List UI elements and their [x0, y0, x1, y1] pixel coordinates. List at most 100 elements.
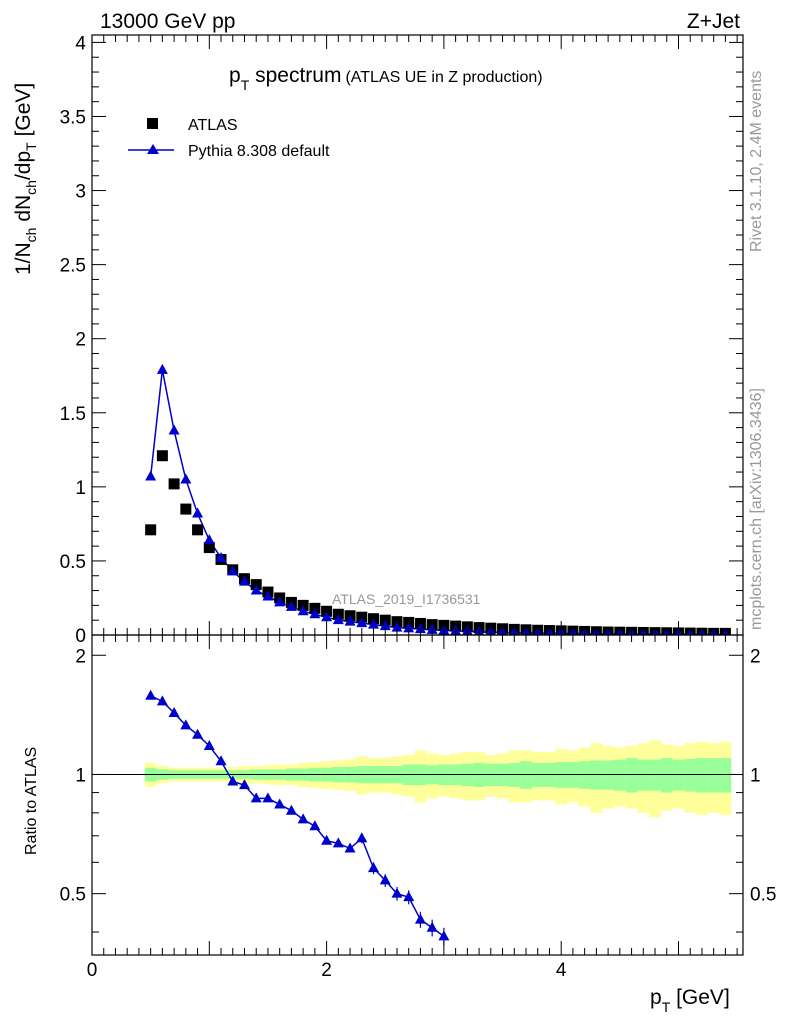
- ratio-pythia-point: [391, 887, 403, 898]
- ratio-pythia-point: [344, 842, 356, 853]
- pythia-point: [321, 611, 333, 622]
- ratio-band-inner-bin: [578, 761, 591, 789]
- legend: ATLAS Pythia 8.308 default: [128, 117, 330, 160]
- mcplots-label: mcplots.cern.ch [arXiv:1306.3436]: [748, 388, 765, 630]
- ratio-pythia-point: [227, 775, 239, 786]
- ratio-pythia-point: [321, 834, 333, 845]
- ratio-pythia-point: [192, 728, 204, 739]
- ratio-frame: [91, 634, 744, 956]
- ratio-pythia-point: [414, 913, 426, 924]
- pythia-point: [344, 615, 356, 626]
- main-y-tick-label: 0: [75, 626, 86, 647]
- main-y-tick-label: 2: [75, 330, 86, 351]
- ratio-pythia-point: [180, 719, 192, 730]
- ratio-y-tick-label-left: 1: [75, 765, 86, 786]
- pythia-point: [391, 621, 403, 632]
- legend-atlas-label: ATLAS: [188, 117, 238, 134]
- ratio-pythia-point: [145, 689, 157, 700]
- ratio-y-tick-label-left: 0.5: [60, 885, 86, 906]
- ratio-y-tick-label-right: 1: [750, 765, 761, 786]
- ratio-band-inner-bin: [660, 758, 673, 793]
- ratio-pythia-curve: [150, 695, 445, 937]
- ratio-plot-area: [92, 689, 743, 946]
- ratio-pythia-point: [403, 891, 415, 902]
- legend-pythia-label: Pythia 8.308 default: [188, 143, 330, 160]
- pythia-point: [356, 617, 368, 628]
- ratio-band-inner-bin: [719, 758, 732, 793]
- ratio-pythia-point: [368, 862, 380, 873]
- atlas-point: [156, 450, 168, 462]
- pythia-point: [192, 507, 204, 518]
- ratio-pythia-point: [379, 874, 391, 885]
- ratio-pythia-point: [262, 792, 274, 803]
- ratio-pythia-point: [332, 837, 344, 848]
- ratio-pythia-point: [156, 695, 168, 706]
- pythia-point: [262, 590, 274, 601]
- ratio-pythia-point: [274, 798, 286, 809]
- pythia-point: [309, 608, 321, 619]
- pythia-point: [297, 605, 309, 616]
- ratio-pythia-point: [309, 820, 321, 831]
- pythia-point: [403, 622, 415, 633]
- ratio-band-inner-bin: [649, 759, 661, 791]
- atlas-point: [180, 503, 192, 515]
- atlas-point: [192, 524, 204, 536]
- ratio-y-tick-label-left: 2: [75, 646, 86, 667]
- main-y-tick-label: 3: [75, 182, 86, 203]
- ratio-band-inner-bin: [602, 760, 614, 790]
- pythia-point: [250, 584, 262, 595]
- main-y-tick-label: 0.5: [60, 552, 86, 573]
- ratio-band-inner-bin: [637, 759, 650, 791]
- rivet-version-label: Rivet 3.1.10, 2.4M events: [748, 71, 765, 252]
- energy-label: 13000 GeV pp: [100, 10, 235, 33]
- ratio-pythia-point: [203, 739, 215, 750]
- ratio-band-inner-bin: [707, 758, 720, 793]
- main-y-tick-label: 1.5: [60, 404, 86, 425]
- ratio-band-inner-bin: [672, 759, 685, 791]
- process-label: Z+Jet: [687, 10, 740, 33]
- ratio-y-tick-label-right: 0.5: [750, 885, 776, 906]
- x-tick-label: 0: [87, 960, 98, 981]
- ratio-band-inner-bin: [590, 760, 603, 790]
- ratio-pythia-point: [297, 813, 309, 824]
- pythia-point: [203, 534, 215, 545]
- ratio-pythia-point: [215, 755, 227, 766]
- main-y-axis: 0 0.5 1 1.5 2 2.5 3 3.5 4: [60, 33, 743, 647]
- main-y-axis-title: 1/Nch dNch/dpT [GeV]: [12, 83, 39, 275]
- main-y-tick-label: 3.5: [60, 107, 86, 128]
- ratio-pythia-point: [426, 921, 438, 932]
- ratio-band-inner-bin: [696, 758, 708, 793]
- pythia-point: [168, 424, 180, 435]
- pythia-point: [215, 551, 227, 562]
- pythia-point: [332, 614, 344, 625]
- pythia-point: [227, 565, 239, 576]
- ratio-pythia-point: [285, 804, 297, 815]
- ratio-pythia-point: [238, 779, 250, 790]
- ratio-band-inner-bin: [613, 759, 626, 791]
- legend-pythia-marker: [147, 144, 159, 154]
- legend-atlas-marker: [147, 118, 158, 129]
- ratio-y-tick-label-right: 2: [750, 646, 761, 667]
- ratio-pythia-point: [438, 930, 450, 941]
- plot-title: pT spectrum (ATLAS UE in Z production): [229, 64, 543, 93]
- pythia-point: [274, 596, 286, 607]
- ratio-pythia-point: [356, 832, 368, 843]
- pythia-point: [368, 618, 380, 629]
- pythia-point: [238, 575, 250, 586]
- pythia-point: [285, 600, 297, 611]
- atlas-point: [203, 542, 215, 554]
- ratio-band-inner-bin: [520, 761, 532, 789]
- x-axis-title: pT [GeV]: [650, 986, 730, 1015]
- ratio-pythia-point: [168, 706, 180, 717]
- atlas-point: [145, 524, 157, 536]
- x-tick-label: 4: [556, 960, 567, 981]
- atlas-point: [168, 478, 180, 490]
- x-axis: 0 2 4: [87, 35, 738, 981]
- pythia-point: [379, 620, 391, 631]
- x-tick-label: 2: [321, 960, 332, 981]
- ratio-y-axis: 0.5 0.5 1 1 2 2: [60, 646, 776, 933]
- ratio-pythia-point: [250, 792, 262, 803]
- ratio-band-inner-bin: [625, 758, 638, 793]
- main-y-tick-label: 2.5: [60, 256, 86, 277]
